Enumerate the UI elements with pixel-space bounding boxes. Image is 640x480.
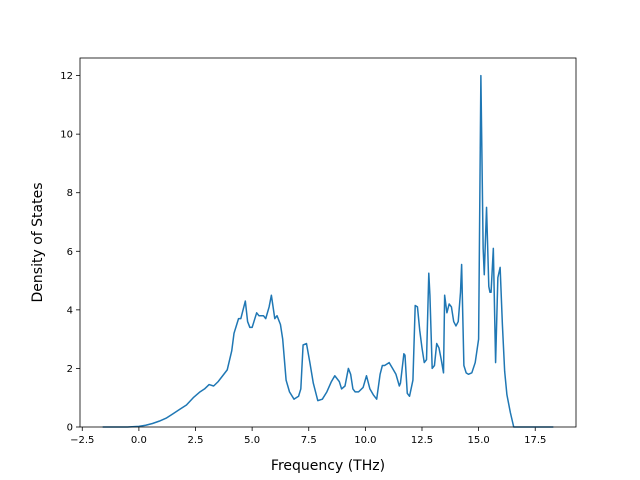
x-tick-label: 0.0: [131, 435, 147, 446]
y-tick-label: 4: [67, 305, 73, 316]
x-tick-label: 15.0: [467, 435, 489, 446]
x-tick-label: 5.0: [244, 435, 260, 446]
x-tick-label: 10.0: [354, 435, 376, 446]
y-axis-ticks: 0 2 4 6 8 10 12: [60, 71, 80, 434]
plot-frame: [79, 57, 577, 428]
x-tick-label: 7.5: [301, 435, 317, 446]
x-tick-label: 12.5: [411, 435, 433, 446]
x-axis-label: Frequency (THz): [271, 458, 385, 474]
x-axis-ticks: −2.5 0.0 2.5 5.0 7.5 10.0 12.5 15.0 17.5: [70, 427, 546, 446]
y-tick-label: 8: [67, 188, 73, 199]
x-tick-label: −2.5: [70, 435, 94, 446]
y-tick-label: 0: [67, 423, 73, 434]
dos-series-line: [102, 74, 554, 428]
y-tick-label: 6: [67, 247, 73, 258]
x-tick-label: 17.5: [524, 435, 546, 446]
y-tick-label: 2: [67, 364, 73, 375]
x-tick-label: 2.5: [188, 435, 204, 446]
y-tick-label: 12: [60, 71, 73, 82]
y-tick-label: 10: [60, 130, 73, 141]
y-axis-label: Density of States: [30, 183, 46, 303]
